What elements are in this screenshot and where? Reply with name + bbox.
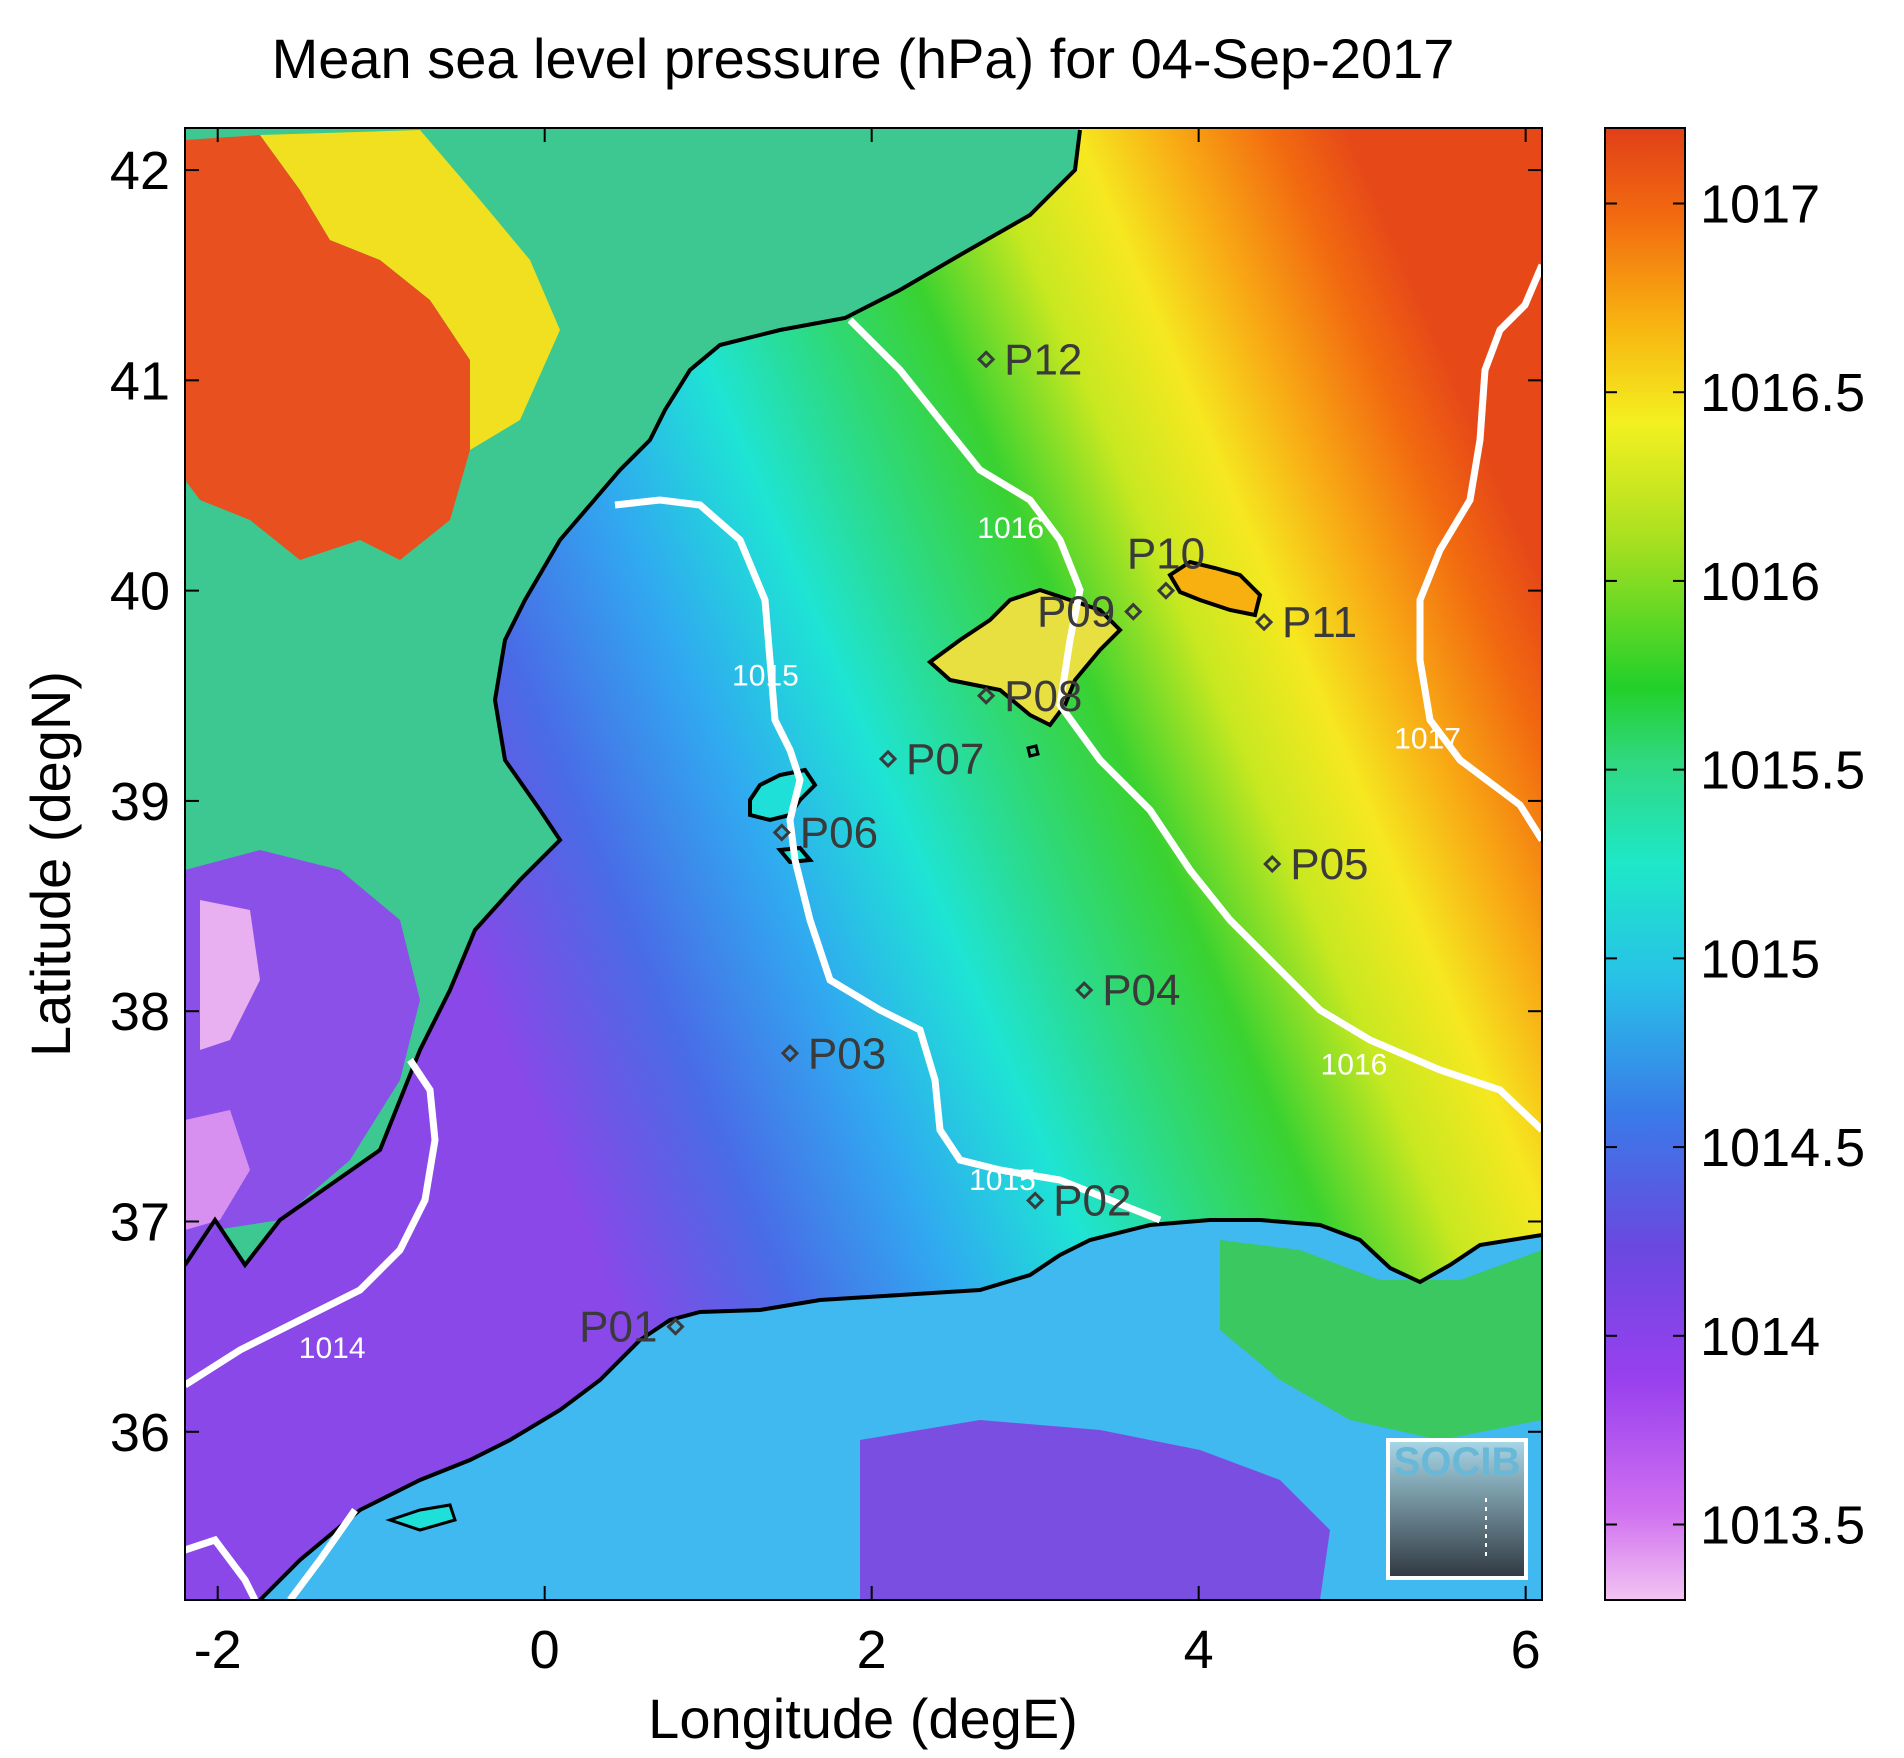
station-marker xyxy=(772,823,791,842)
land-north-africa-purple xyxy=(860,1420,1330,1600)
station-label: P12 xyxy=(1004,335,1082,384)
y-tick-label: 39 xyxy=(110,772,170,832)
station-label: P07 xyxy=(906,735,984,784)
station-marker xyxy=(1026,1191,1045,1210)
y-axis-label: Latitude (degN) xyxy=(19,671,82,1057)
coastline-iberia xyxy=(185,129,1082,1269)
station-marker xyxy=(666,1317,685,1336)
colorbar-tick-label: 1017 xyxy=(1700,174,1820,234)
station-label: P09 xyxy=(1037,588,1115,637)
contour-1015 xyxy=(614,496,1162,1224)
contour-label: 1017 xyxy=(1394,722,1461,755)
coastline-africa xyxy=(258,1218,1542,1600)
contour-label: 1015 xyxy=(732,659,799,692)
contour-label: 1014 xyxy=(299,1332,366,1365)
x-tick-label: 2 xyxy=(857,1620,887,1680)
station-label: P02 xyxy=(1053,1176,1131,1225)
contour-label: 1016 xyxy=(977,512,1044,545)
contour-1016 xyxy=(847,317,1542,1133)
y-tick-label: 37 xyxy=(110,1192,170,1252)
colorbar-tick-label: 1016.5 xyxy=(1700,363,1865,423)
socib-logo: SOCIB xyxy=(1386,1438,1528,1580)
land-iberia-south-pink xyxy=(200,900,260,1050)
x-axis-label: Longitude (degE) xyxy=(648,1687,1078,1750)
colorbar-tick-label: 1013.5 xyxy=(1700,1496,1865,1556)
x-tick-label: 0 xyxy=(530,1620,560,1680)
colorbar-tick-label: 1014.5 xyxy=(1700,1118,1865,1178)
island-cabrera xyxy=(1026,744,1040,758)
x-tick-label: -2 xyxy=(194,1620,242,1680)
y-tick-label: 41 xyxy=(110,351,170,411)
map-panel: SOCIB 1014 1015 1015 1016 1016 1017 P01 P02 P03… xyxy=(185,128,1542,1600)
figure-title: Mean sea level pressure (hPa) for 04-Sep… xyxy=(272,27,1455,90)
station-label: P04 xyxy=(1102,966,1180,1015)
station-marker xyxy=(780,1044,800,1063)
station-marker xyxy=(1156,581,1176,600)
map-frame xyxy=(184,127,1543,1601)
colorbar: 1013.5 1014 1014.5 1015 1015.5 1016 1016.5 1017 xyxy=(1604,127,1865,1601)
y-tick-label: 36 xyxy=(110,1403,170,1463)
y-axis-ticks: 36 37 38 39 40 41 42 xyxy=(110,141,1542,1463)
colorbar-ramp xyxy=(1604,127,1686,1601)
station-label: P08 xyxy=(1004,672,1082,721)
colorbar-tick-label: 1014 xyxy=(1700,1307,1820,1367)
contour-labels: 1014 1015 1015 1016 1016 1017 xyxy=(299,512,1461,1365)
colorbar-tick-label: 1016 xyxy=(1700,552,1820,612)
station-label: P05 xyxy=(1290,840,1368,889)
colorbar-tick-label: 1015.5 xyxy=(1700,741,1865,801)
land-iberia-highlands xyxy=(185,135,470,560)
station-marker xyxy=(976,686,996,705)
y-tick-label: 40 xyxy=(110,562,170,622)
station-marker xyxy=(878,749,898,768)
station-label: P10 xyxy=(1127,530,1205,579)
contour-1014 xyxy=(185,1058,439,1388)
land-iberia-southwest-pink xyxy=(185,1110,250,1230)
station-marker xyxy=(1263,854,1282,874)
x-tick-label: 6 xyxy=(1511,1620,1541,1680)
y-tick-label: 42 xyxy=(110,141,170,201)
land-north-africa-green xyxy=(1220,1240,1542,1440)
station-label: P01 xyxy=(579,1303,657,1352)
x-tick-label: 4 xyxy=(1184,1620,1214,1680)
colorbar-tick-label: 1015 xyxy=(1700,929,1820,989)
station-marker xyxy=(1075,981,1094,1000)
station-marker xyxy=(1254,613,1274,632)
islet-alboran xyxy=(385,1503,457,1532)
x-axis-ticks: -2 0 2 4 6 xyxy=(194,128,1541,1680)
station-label: P03 xyxy=(808,1029,886,1078)
land-iberia-highlands-2 xyxy=(260,130,560,450)
contour-1014-sw xyxy=(185,1535,259,1600)
contour-1017 xyxy=(1416,263,1542,842)
colorbar-ticks: 1013.5 1014 1014.5 1015 1015.5 1016 1016.5 1017 xyxy=(1605,174,1865,1556)
island-menorca xyxy=(1167,559,1263,618)
station-label: P06 xyxy=(800,808,878,857)
station-marker xyxy=(976,350,996,369)
contour-label: 1016 xyxy=(1321,1048,1388,1081)
socib-logo-text: SOCIB xyxy=(1394,1440,1521,1484)
station-label: P11 xyxy=(1282,598,1357,647)
station-marker xyxy=(1124,602,1143,621)
contour-label: 1015 xyxy=(969,1164,1036,1197)
contour-1014-s xyxy=(287,1507,358,1600)
y-tick-label: 38 xyxy=(110,982,170,1042)
